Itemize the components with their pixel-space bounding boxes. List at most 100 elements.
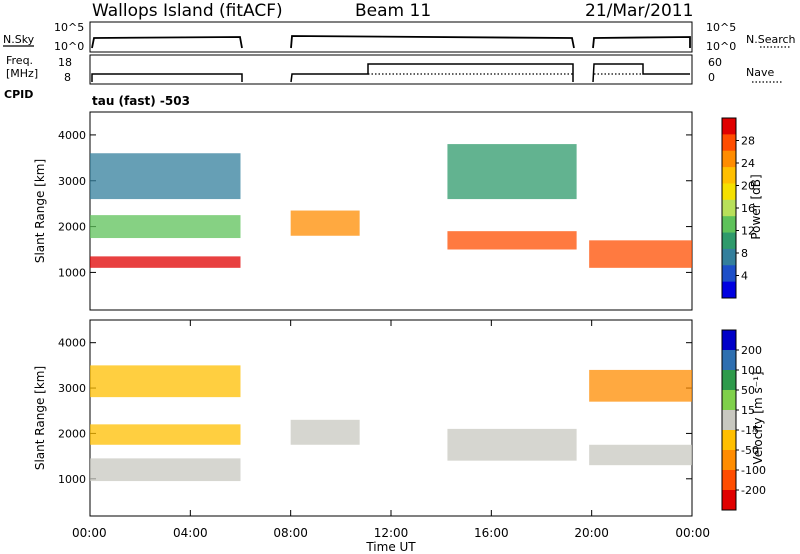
power-ytick-label: 4000 bbox=[58, 129, 86, 142]
power-colorbar-tick-label: 28 bbox=[741, 135, 755, 148]
velocity-colorbar-swatch bbox=[722, 410, 736, 431]
power-colorbar-swatch bbox=[722, 232, 736, 250]
velocity-colorbar-tick-label: 15 bbox=[741, 404, 755, 417]
power-echo-band bbox=[90, 215, 241, 239]
cpid-text: tau (fast) -503 bbox=[92, 94, 190, 108]
freq-right-tick-bottom: 0 bbox=[708, 71, 715, 84]
time-tick-label: 12:00 bbox=[374, 526, 409, 540]
velocity-ytick-label: 4000 bbox=[58, 337, 86, 350]
freq-label-line1: Freq. bbox=[6, 54, 33, 67]
time-axis-ticks: 00:00 04:00 08:00 12:00 16:00 20:00 00:00 bbox=[72, 320, 710, 540]
power-colorbar-tick-label: 24 bbox=[741, 157, 755, 170]
freq-label-line2: [MHz] bbox=[6, 67, 38, 80]
power-colorbar-tick-label: 4 bbox=[741, 270, 748, 283]
noise-right-tick-top: 10^5 bbox=[706, 21, 736, 34]
freq-panel: Freq. [MHz] 18 8 60 0 Nave CPID tau (fas… bbox=[4, 54, 782, 108]
velocity-ytick-label: 1000 bbox=[58, 473, 86, 486]
velocity-echo-band bbox=[589, 369, 692, 402]
power-ytick-label: 1000 bbox=[58, 266, 86, 279]
noise-sky-label: N.Sky bbox=[3, 33, 35, 46]
velocity-echo-band bbox=[589, 444, 692, 466]
time-axis-label: Time UT bbox=[365, 540, 416, 554]
power-colorbar-tick-label: 16 bbox=[741, 202, 755, 215]
power-yticks: 4000 3000 2000 1000 bbox=[58, 129, 692, 279]
velocity-colorbar-frame bbox=[721, 329, 737, 511]
power-ytick-label: 3000 bbox=[58, 175, 86, 188]
velocity-echo-band bbox=[90, 365, 241, 398]
velocity-echo-band bbox=[90, 458, 241, 482]
velocity-colorbar-swatch bbox=[722, 430, 736, 451]
time-tick-label: 00:00 bbox=[675, 526, 710, 540]
velocity-colorbar-swatch bbox=[722, 390, 736, 411]
power-colorbar-tick-label: 8 bbox=[741, 247, 748, 260]
velocity-colorbar-tick-label: -200 bbox=[741, 484, 766, 497]
time-tick-label: 20:00 bbox=[574, 526, 609, 540]
power-colorbar-swatch bbox=[722, 265, 736, 283]
freq-left-tick-top: 18 bbox=[58, 56, 72, 69]
freq-panel-frame bbox=[89, 54, 693, 85]
velocity-colorbar-swatch bbox=[722, 450, 736, 471]
power-echo-band bbox=[447, 144, 577, 200]
velocity-ylabel: Slant Range [km] bbox=[33, 366, 47, 470]
time-tick-label: 08:00 bbox=[273, 526, 308, 540]
power-colorbar-swatch bbox=[722, 167, 736, 184]
velocity-panel-frame bbox=[89, 319, 693, 517]
velocity-colorbar-swatch bbox=[722, 490, 736, 511]
velocity-colorbar-tick-label: -50 bbox=[741, 444, 759, 457]
noise-right-tick-bottom: 10^0 bbox=[706, 40, 736, 53]
time-tick-label: 00:00 bbox=[72, 526, 107, 540]
power-echo-band bbox=[90, 153, 241, 200]
beam-title: Beam 11 bbox=[355, 1, 431, 21]
power-colorbar-swatch bbox=[722, 134, 736, 152]
noise-left-tick-top: 10^5 bbox=[54, 21, 84, 34]
velocity-colorbar-tick-label: 100 bbox=[741, 364, 762, 377]
power-colorbar-tick-label: 12 bbox=[741, 225, 755, 238]
power-colorbar-swatch bbox=[722, 118, 736, 135]
site-title: Wallops Island (fitACF) bbox=[92, 1, 283, 21]
velocity-colorbar: 200 100 50 15 -15 -50 -100 -200 bbox=[721, 329, 766, 511]
power-colorbar-swatch bbox=[722, 248, 736, 266]
power-echo-band bbox=[90, 256, 241, 268]
velocity-colorbar-tick-label: -15 bbox=[741, 424, 759, 437]
power-ylabel: Slant Range [km] bbox=[33, 159, 47, 263]
velocity-panel: Slant Range [km] 4000 3000 2000 1000 200 100… bbox=[33, 319, 766, 554]
velocity-ytick-label: 2000 bbox=[58, 427, 86, 440]
time-tick-label: 04:00 bbox=[173, 526, 208, 540]
velocity-colorbar-tick-label: -100 bbox=[741, 464, 766, 477]
power-colorbar-swatch bbox=[722, 216, 736, 234]
power-colorbar-tick-label: 20 bbox=[741, 180, 755, 193]
velocity-echo-band bbox=[90, 424, 241, 445]
power-ytick-label: 2000 bbox=[58, 221, 86, 234]
noise-left-tick-bottom: 10^0 bbox=[54, 40, 84, 53]
velocity-colorbar-tick-label: 200 bbox=[741, 344, 762, 357]
velocity-echo-band bbox=[447, 428, 577, 461]
power-colorbar-swatch bbox=[722, 199, 736, 217]
time-tick-label: 16:00 bbox=[474, 526, 509, 540]
noise-sky-trace bbox=[91, 35, 691, 49]
power-colorbar-swatch bbox=[722, 281, 736, 299]
freq-trace bbox=[91, 63, 690, 83]
power-colorbar: 28 24 20 16 12 8 4 bbox=[721, 117, 755, 299]
nave-label: Nave bbox=[746, 66, 774, 79]
freq-left-tick-bottom: 8 bbox=[64, 71, 71, 84]
cpid-label: CPID bbox=[4, 88, 33, 101]
power-colorbar-swatch bbox=[722, 150, 736, 168]
noise-panel: N.Sky 10^5 10^0 10^5 10^0 N.Search bbox=[3, 21, 796, 53]
power-echo-band bbox=[290, 210, 360, 236]
power-echo-band bbox=[447, 231, 577, 250]
noise-panel-frame bbox=[89, 21, 693, 53]
power-panel-frame bbox=[89, 111, 693, 311]
velocity-colorbar-swatch bbox=[722, 470, 736, 491]
noise-search-label: N.Search bbox=[746, 33, 796, 46]
power-echo-band bbox=[589, 240, 692, 268]
velocity-colorbar-swatch bbox=[722, 350, 736, 371]
velocity-echo-band bbox=[290, 419, 360, 445]
date-title: 21/Mar/2011 bbox=[585, 1, 693, 21]
power-echo-marks bbox=[90, 144, 692, 268]
velocity-colorbar-swatch bbox=[722, 370, 736, 391]
power-colorbar-label: Power [dB] bbox=[749, 174, 763, 239]
freq-right-tick-top: 60 bbox=[708, 56, 722, 69]
velocity-colorbar-swatch bbox=[722, 330, 736, 351]
velocity-ytick-label: 3000 bbox=[58, 382, 86, 395]
